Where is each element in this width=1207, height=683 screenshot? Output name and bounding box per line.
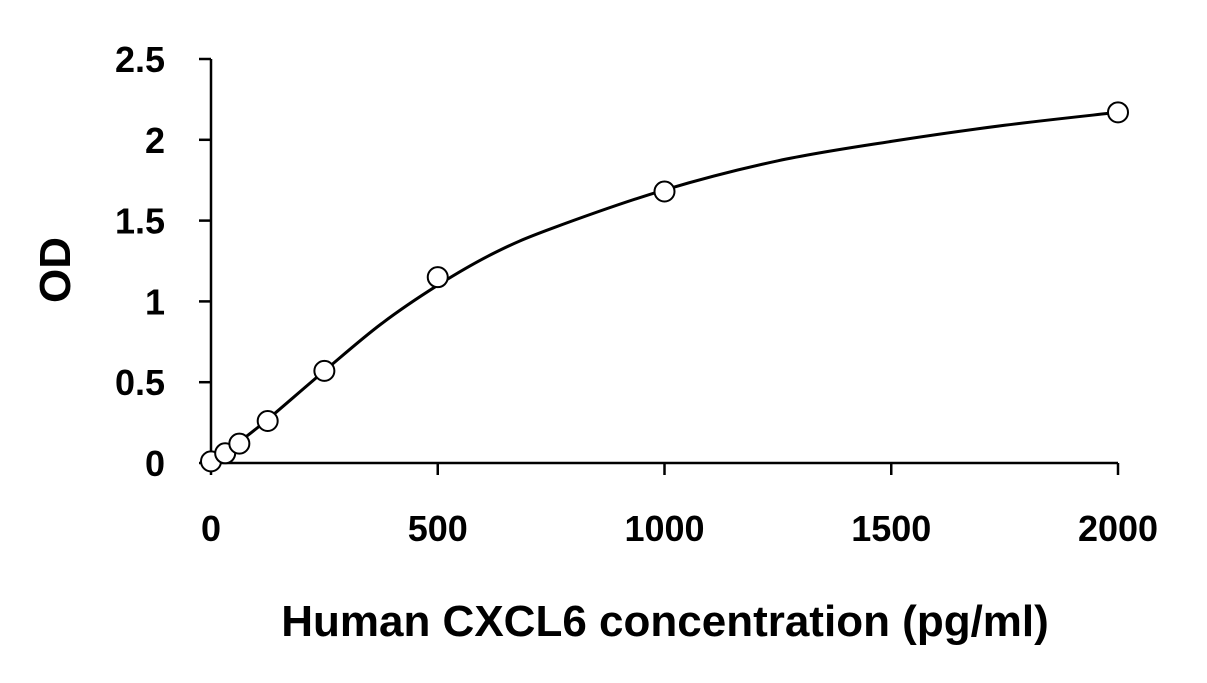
y-tick-label: 1.5 (115, 201, 165, 242)
fit-curve-layer (210, 110, 1119, 465)
data-point (256, 409, 279, 432)
y-tick-label: 0 (145, 443, 165, 484)
y-tick-label: 2.5 (115, 39, 165, 80)
axes (199, 57, 1120, 475)
data-points-layer (200, 101, 1129, 473)
y-axis-title: OD (31, 237, 80, 303)
fit-curve-line (210, 110, 1119, 465)
data-point (1107, 101, 1129, 124)
x-tick-label: 2000 (1078, 508, 1158, 549)
tick-labels-layer: 0 0.5 1 1.5 2 2.5 0 500 1000 1500 2000 (115, 39, 1158, 549)
x-tick-label: 0 (201, 508, 221, 549)
data-point (653, 180, 676, 203)
x-axis-title: Human CXCL6 concentration (pg/ml) (281, 597, 1049, 646)
data-point (228, 432, 251, 455)
data-point (313, 359, 336, 382)
x-tick-label: 500 (408, 508, 468, 549)
y-tick-label: 2 (145, 120, 165, 161)
data-point (426, 266, 449, 289)
y-tick-label: 1 (145, 281, 165, 322)
x-tick-label: 1000 (624, 508, 704, 549)
y-tick-label: 0.5 (115, 362, 165, 403)
x-tick-label: 1500 (851, 508, 931, 549)
